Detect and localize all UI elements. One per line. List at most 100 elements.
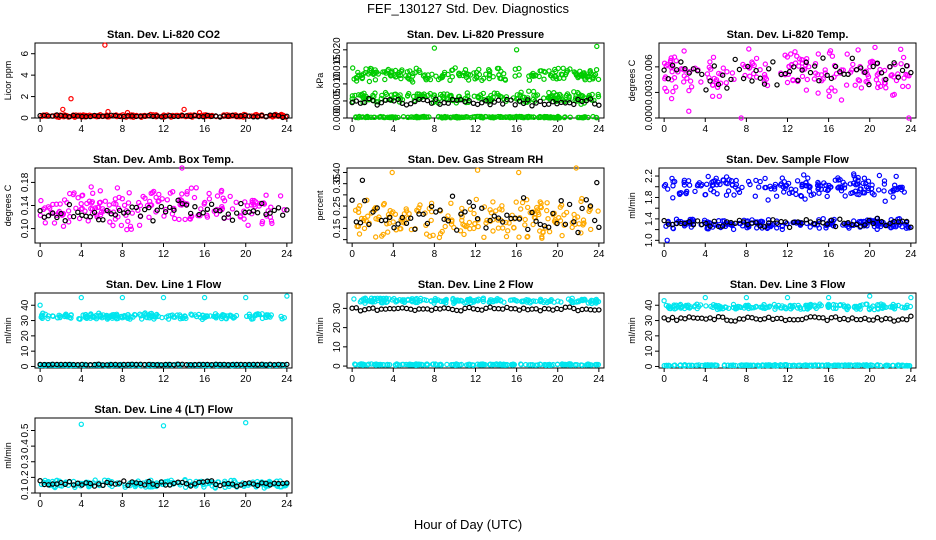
data-point (890, 194, 896, 200)
data-point (686, 219, 692, 225)
data-point (855, 77, 862, 83)
data-point (128, 226, 134, 232)
data-point (824, 221, 830, 227)
data-point (779, 362, 786, 369)
data-point (474, 101, 481, 108)
data-point (555, 298, 561, 304)
data-point (433, 96, 439, 102)
data-point (480, 114, 486, 121)
data-point (668, 95, 675, 102)
data-point (193, 185, 199, 191)
data-point (219, 312, 226, 318)
outlier-point (78, 294, 85, 301)
data-point (847, 181, 854, 187)
chart-panel: Stan. Dev. Li-820 Temp. degrees C 0 4 8 12 16 2… (627, 29, 917, 135)
data-point (818, 77, 825, 84)
data-point (395, 114, 401, 121)
data-point (511, 225, 517, 231)
x-tick-label: 12 (782, 374, 794, 385)
data-point (838, 97, 845, 103)
data-point (571, 305, 577, 312)
data-point (462, 300, 468, 306)
data-point (801, 172, 807, 178)
data-point (224, 482, 230, 488)
panel-title: Stan. Dev. Li-820 Temp. (727, 29, 849, 41)
outlier-point (573, 165, 579, 171)
data-point (112, 212, 119, 218)
data-point (267, 482, 273, 488)
data-point (890, 223, 897, 230)
data-point (694, 182, 701, 189)
x-tick-label: 8 (744, 124, 750, 135)
data-point (66, 478, 73, 485)
y-tick-label: 0.015 (332, 54, 343, 79)
data-point (788, 186, 794, 192)
data-point (370, 92, 376, 99)
data-point (782, 362, 789, 368)
x-tick-label: 0 (37, 124, 43, 135)
data-point (43, 362, 50, 368)
data-point (61, 197, 68, 203)
data-point (687, 305, 693, 311)
data-point (183, 481, 190, 487)
data-point (904, 317, 910, 323)
data-point (184, 188, 190, 195)
data-point (472, 220, 478, 227)
data-point (206, 196, 213, 202)
data-point (723, 174, 730, 180)
x-tick-label: 24 (281, 249, 293, 260)
data-point (896, 363, 902, 369)
data-point (712, 362, 718, 368)
data-point (441, 298, 448, 304)
data-point (583, 306, 590, 312)
data-point (387, 214, 393, 221)
data-point (353, 114, 359, 120)
data-point (208, 478, 215, 484)
data-point (707, 59, 713, 65)
data-point (593, 66, 600, 73)
data-point (782, 52, 788, 58)
data-point (385, 362, 391, 368)
data-point (761, 71, 768, 78)
data-point (51, 220, 58, 226)
data-point (550, 75, 556, 81)
data-point (497, 114, 504, 120)
data-point (116, 207, 123, 214)
outlier-point (784, 294, 791, 301)
data-point (470, 203, 477, 210)
data-point (277, 193, 284, 199)
data-point (575, 96, 581, 103)
data-point (58, 479, 64, 486)
data-point (150, 188, 157, 195)
data-point (733, 177, 739, 184)
data-point (83, 213, 89, 219)
chart-panel: Stan. Dev. Line 2 Flow ml/min 0 4 8 12 16 20 24 0… (315, 279, 605, 385)
data-point (62, 481, 68, 487)
data-point (525, 204, 531, 211)
data-point (562, 114, 568, 120)
y-tick-label: 0 (332, 363, 343, 369)
data-point (529, 103, 535, 109)
data-point (690, 315, 697, 321)
data-point (890, 92, 896, 98)
data-point (585, 114, 591, 121)
panel-title: Stan. Dev. Li-820 CO2 (107, 29, 220, 41)
data-point (525, 298, 531, 304)
data-point (876, 172, 883, 179)
data-point (807, 363, 813, 369)
data-point (831, 362, 837, 369)
data-point (174, 312, 180, 318)
data-point (732, 318, 738, 324)
data-point (807, 314, 814, 320)
data-point (355, 69, 361, 76)
data-point (441, 99, 447, 106)
data-point (397, 72, 403, 79)
data-point (436, 234, 443, 241)
data-point (140, 193, 146, 200)
data-point (832, 314, 839, 320)
data-point (837, 316, 843, 323)
data-point (518, 89, 524, 96)
data-point (596, 102, 602, 108)
data-point (483, 113, 489, 120)
